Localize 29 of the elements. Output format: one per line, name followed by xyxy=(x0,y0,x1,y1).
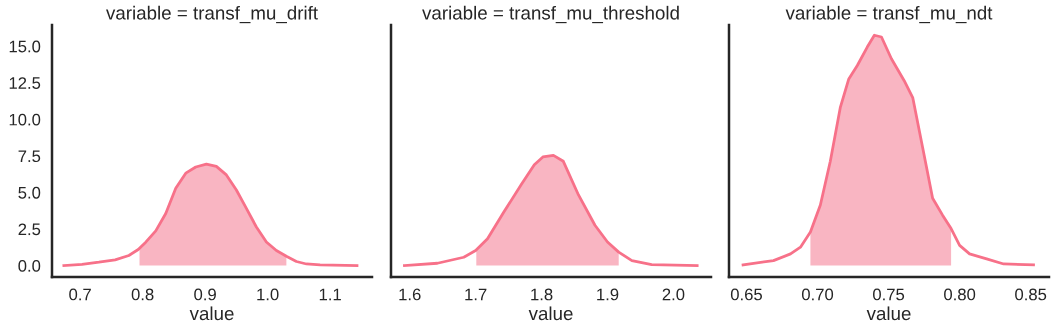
y-tick-label: 2.5 xyxy=(18,223,41,236)
x-tick-label: 0.85 xyxy=(1015,288,1047,301)
chart-title: variable = transf_mu_ndt xyxy=(785,5,993,24)
x-axis-title: value xyxy=(866,306,911,321)
chart-title: variable = transf_mu_drift xyxy=(106,5,318,24)
y-tick-label: 7.5 xyxy=(18,150,41,163)
x-tick-label: 0.65 xyxy=(730,288,762,301)
x-tick-label: 0.75 xyxy=(873,288,905,301)
x-tick-label: 0.70 xyxy=(801,288,834,301)
x-tick-label: 1.6 xyxy=(399,288,421,301)
x-tick-label: 0.9 xyxy=(194,288,216,301)
x-axis-title: value xyxy=(189,306,234,321)
y-tick-label: 5.0 xyxy=(18,186,41,199)
x-tick-label: 0.80 xyxy=(944,288,976,301)
x-tick-label: 1.8 xyxy=(531,288,553,301)
x-tick-label: 0.7 xyxy=(69,288,91,301)
line-series xyxy=(62,162,359,267)
y-tick-label: 12.5 xyxy=(9,77,41,89)
y-tick-label: 0.0 xyxy=(18,259,41,272)
x-tick-label: 1.9 xyxy=(597,288,619,301)
y-tick-label: 15.0 xyxy=(9,40,41,53)
x-tick-label: 0.8 xyxy=(131,288,154,301)
x-tick-label: 1.1 xyxy=(319,288,341,301)
x-tick-label: 2.0 xyxy=(662,288,685,301)
x-axis-title: value xyxy=(528,306,573,321)
y-tick-label: 10.0 xyxy=(9,113,41,126)
chart-title: variable = transf_mu_threshold xyxy=(422,5,679,24)
x-tick-label: 1.0 xyxy=(257,288,279,301)
x-tick-label: 1.7 xyxy=(465,288,487,301)
